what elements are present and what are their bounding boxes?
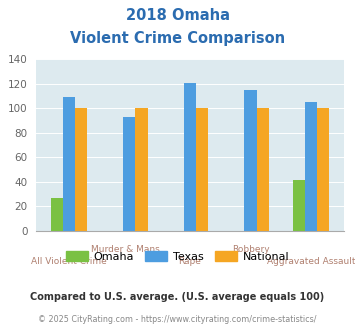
Bar (51, 198, 63, 231)
Text: Murder & Mans...: Murder & Mans... (91, 245, 168, 254)
Bar (305, 102, 317, 231)
Text: Compared to U.S. average. (U.S. average equals 100): Compared to U.S. average. (U.S. average … (31, 292, 324, 302)
Bar (293, 180, 305, 231)
Text: 2018 Omaha: 2018 Omaha (126, 8, 229, 23)
Bar (123, 117, 135, 231)
Bar (75, 109, 87, 231)
Bar (257, 109, 269, 231)
Legend: Omaha, Texas, National: Omaha, Texas, National (61, 247, 294, 267)
Bar (135, 109, 148, 231)
Text: Robbery: Robbery (232, 245, 269, 254)
Bar (317, 109, 329, 231)
Bar (245, 90, 257, 231)
Text: Violent Crime Comparison: Violent Crime Comparison (70, 31, 285, 46)
Bar (196, 109, 208, 231)
Text: Aggravated Assault: Aggravated Assault (267, 257, 355, 266)
Bar (63, 97, 75, 231)
Text: © 2025 CityRating.com - https://www.cityrating.com/crime-statistics/: © 2025 CityRating.com - https://www.city… (38, 315, 317, 324)
Text: Rape: Rape (179, 257, 201, 266)
Bar (184, 83, 196, 231)
Text: All Violent Crime: All Violent Crime (31, 257, 107, 266)
